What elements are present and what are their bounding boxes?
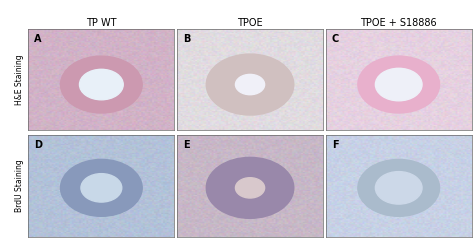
Circle shape — [236, 178, 264, 198]
Title: TPOE: TPOE — [237, 18, 263, 28]
Title: TPOE + S18886: TPOE + S18886 — [360, 18, 437, 28]
Circle shape — [206, 54, 294, 115]
Circle shape — [61, 159, 142, 216]
Text: A: A — [34, 34, 42, 44]
Text: C: C — [332, 34, 339, 44]
Text: B: B — [183, 34, 191, 44]
Text: E: E — [183, 140, 190, 150]
Circle shape — [81, 174, 122, 202]
Y-axis label: H&E Staining: H&E Staining — [15, 54, 24, 105]
Circle shape — [206, 158, 294, 218]
Circle shape — [358, 56, 439, 113]
Circle shape — [375, 172, 422, 204]
Circle shape — [358, 159, 439, 216]
Title: TP WT: TP WT — [86, 18, 117, 28]
Circle shape — [61, 56, 142, 113]
Y-axis label: BrdU Staining: BrdU Staining — [15, 159, 24, 212]
Circle shape — [375, 68, 422, 101]
Circle shape — [80, 69, 123, 100]
Text: F: F — [332, 140, 338, 150]
Text: D: D — [34, 140, 42, 150]
Circle shape — [236, 74, 264, 95]
